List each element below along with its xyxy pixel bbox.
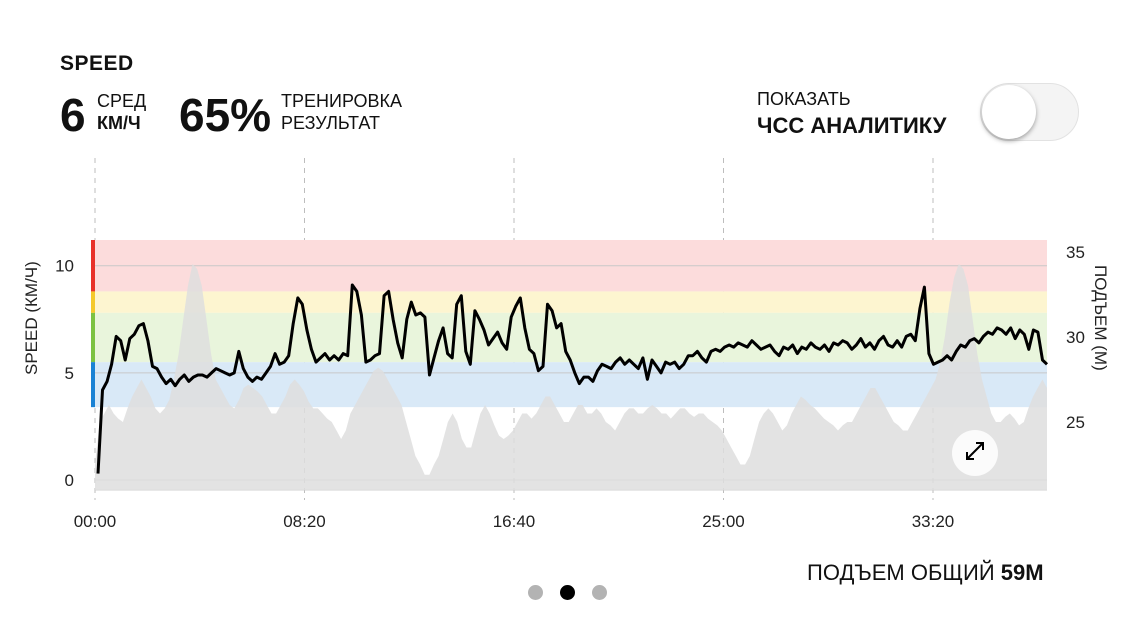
speed-zones <box>91 240 1047 408</box>
y-tick-labels: 0 5 10 <box>55 257 74 490</box>
y-tick-label: 5 <box>65 364 74 383</box>
toggle-label-top: ПОКАЗАТЬ <box>757 89 851 109</box>
avg-speed-value: 6 <box>60 89 86 141</box>
x-tick-label: 33:20 <box>912 512 955 531</box>
avg-speed-unit: КМ/Ч <box>97 113 141 133</box>
training-result-value: 65% <box>179 89 272 141</box>
expand-chart-button[interactable] <box>952 430 998 476</box>
page-dot[interactable] <box>592 585 607 600</box>
y-tick-label: 10 <box>55 257 74 276</box>
hr-analytics-toggle[interactable] <box>980 83 1079 141</box>
y-tick-label: 0 <box>65 471 74 490</box>
page-indicator <box>528 585 607 600</box>
y2-tick-label: 35 <box>1066 243 1085 262</box>
page-dot[interactable] <box>528 585 543 600</box>
x-tick-label: 00:00 <box>74 512 117 531</box>
total-ascent: ПОДЪЕМ ОБЩИЙ 59М <box>807 560 1044 586</box>
training-result-label-top: ТРЕНИРОВКА <box>281 91 403 111</box>
y-axis-title: SPEED (КМ/Ч) <box>22 261 41 375</box>
toggle-knob <box>982 85 1036 139</box>
speed-zone-band <box>95 291 1047 313</box>
speed-line <box>96 283 1049 474</box>
speed-zone-marker <box>91 240 95 292</box>
speed-line-layer <box>96 283 1049 474</box>
x-tick-label: 08:20 <box>283 512 326 531</box>
training-result-label: ТРЕНИРОВКА РЕЗУЛЬТАТ <box>281 90 402 134</box>
x-tick-label: 16:40 <box>493 512 536 531</box>
x-tick-labels: 00:00 08:20 16:40 25:00 33:20 <box>74 512 955 531</box>
elevation-area <box>95 263 1047 490</box>
x-tick-label: 25:00 <box>702 512 745 531</box>
y2-tick-label: 30 <box>1066 328 1085 347</box>
hr-analytics-toggle-label: ПОКАЗАТЬ ЧСС АНАЛИТИКУ <box>757 88 946 140</box>
speed-zone-band <box>95 312 1047 363</box>
total-ascent-value: 59М <box>1000 560 1044 585</box>
avg-speed-label-top: СРЕД <box>97 91 147 111</box>
expand-diagonal-icon <box>963 439 987 468</box>
y2-tick-label: 25 <box>1066 413 1085 432</box>
metric-title: SPEED <box>60 52 134 75</box>
speed-zone-marker <box>91 362 95 408</box>
toggle-label-bottom: ЧСС АНАЛИТИКУ <box>757 113 947 138</box>
avg-speed-label: СРЕД КМ/Ч <box>97 90 146 134</box>
speed-zone-marker <box>91 291 95 313</box>
y2-axis-title: ПОДЪЕМ (М) <box>1091 265 1110 371</box>
elevation-profile <box>95 263 1047 490</box>
total-ascent-label: ПОДЪЕМ ОБЩИЙ <box>807 560 995 585</box>
y2-tick-labels: 25 30 35 <box>1066 243 1085 432</box>
training-result-label-bottom: РЕЗУЛЬТАТ <box>281 113 380 133</box>
speed-zone-marker <box>91 312 95 363</box>
page-dot[interactable] <box>560 585 575 600</box>
speed-zone-band <box>95 362 1047 408</box>
